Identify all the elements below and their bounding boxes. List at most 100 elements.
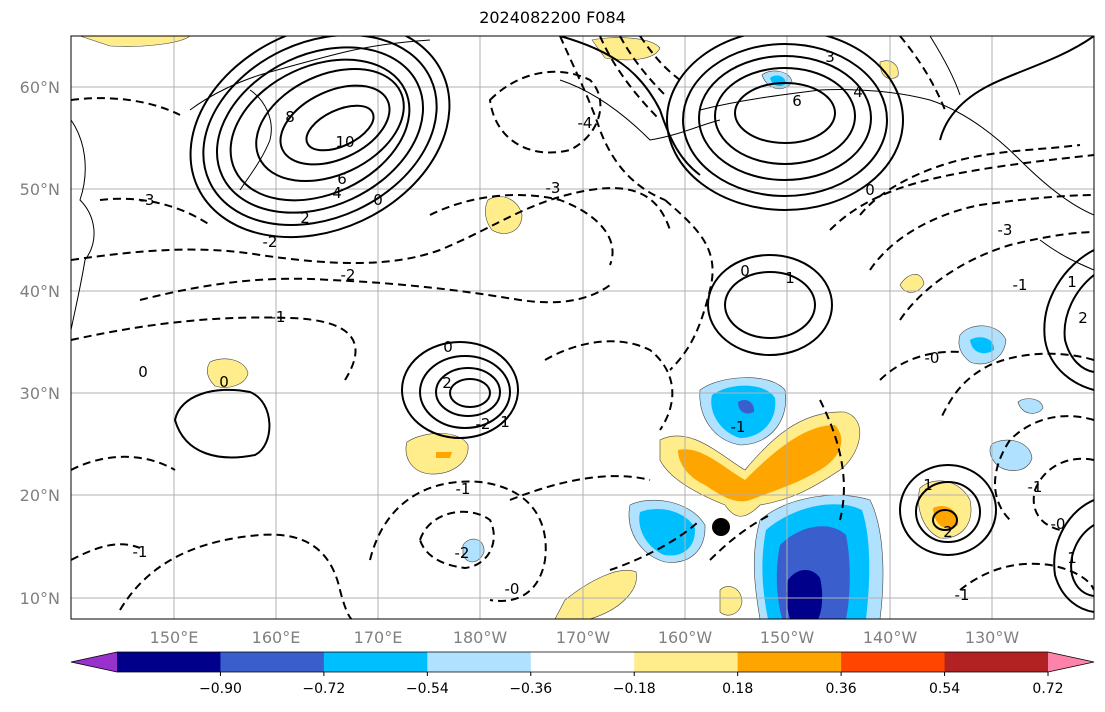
colorbar-tick-label: −0.18	[613, 681, 656, 697]
colorbar-tick-label: −0.36	[509, 681, 552, 697]
colorbar-tick-label: −0.90	[199, 681, 242, 697]
colorbar-extend-high	[1048, 652, 1094, 672]
contour-label: -1	[456, 480, 471, 498]
contour-label: -4	[578, 114, 593, 132]
contour-label: -2	[476, 415, 491, 433]
positive-contours	[173, 36, 1094, 613]
contour-label: 0	[740, 262, 750, 280]
colorbar-segment	[117, 652, 221, 672]
colorbar-segment	[530, 652, 635, 672]
colorbar-segment	[220, 652, 325, 672]
contour-label: 4	[332, 184, 342, 202]
positive-area	[879, 60, 899, 79]
map-frame	[70, 35, 1095, 620]
lon-label: 170°W	[556, 628, 611, 647]
colorbar-extend-low	[71, 652, 117, 672]
colorbar-outline	[70, 651, 1095, 673]
colorbar-segment	[841, 652, 946, 672]
positive-area	[899, 274, 925, 293]
storm-position-dot	[712, 518, 730, 536]
negative-area	[639, 508, 696, 556]
contour-label: -3	[546, 179, 561, 197]
lat-label: 40°N	[20, 282, 60, 301]
contour-label: -0	[1051, 515, 1066, 533]
colorbar-tick-label: −0.72	[302, 681, 345, 697]
contour-label: -1	[1028, 478, 1043, 496]
positive-area	[485, 196, 523, 234]
positive-area	[79, 36, 191, 47]
negative-area	[1017, 398, 1044, 414]
contour-label: 4	[853, 83, 863, 101]
positive-area	[678, 425, 842, 502]
colorbar-segment	[737, 652, 842, 672]
contour-label: -1	[731, 418, 746, 436]
lat-label: 60°N	[20, 78, 60, 97]
positive-area	[719, 586, 743, 616]
lon-label: 140°W	[863, 628, 918, 647]
shaded-fields	[79, 36, 1044, 619]
lon-label: 130°W	[965, 628, 1020, 647]
plot-title: 2024082200 F084	[479, 8, 626, 27]
positive-area	[554, 570, 637, 619]
lon-label: 160°W	[658, 628, 713, 647]
negative-contours	[71, 36, 1094, 619]
colorbar: −0.90 −0.72 −0.54 −0.36 −0.18 0.18 0.36 0.54 0.7…	[70, 651, 1095, 697]
lon-label: 170°E	[354, 628, 403, 647]
positive-area	[436, 452, 452, 458]
coastlines	[71, 36, 1094, 331]
lon-label: 150°E	[150, 628, 199, 647]
colorbar-tick-label: 0.36	[826, 681, 857, 697]
longitude-labels: 150°E 160°E 170°E 180°W 170°W 160°W 150°…	[150, 628, 1020, 647]
positive-area	[206, 358, 249, 388]
negative-area	[738, 400, 755, 414]
lat-label: 20°N	[20, 486, 60, 505]
contour-label: 0	[373, 191, 383, 209]
contour-label: 0	[219, 373, 229, 391]
colorbar-segment	[944, 652, 1049, 672]
contour-label: 1	[1067, 273, 1077, 291]
contour-label: 0	[865, 181, 875, 199]
negative-area	[462, 538, 485, 563]
contour-label: 8	[285, 108, 295, 126]
contour-label: 10	[335, 133, 354, 151]
contour-label-group: 8 10 6 4 2 0 -1 -2 -3 -3 -2 -1 -4 -2 3 4…	[133, 48, 1088, 604]
contour-label: -2	[455, 544, 470, 562]
colorbar-tick-label: −0.54	[406, 681, 449, 697]
contour-label: -1	[271, 308, 286, 326]
contour-label: 3	[825, 48, 835, 66]
lon-label: 150°W	[760, 628, 815, 647]
lon-label: 180°W	[453, 628, 508, 647]
contour-label: 6	[792, 92, 802, 110]
latitude-labels: 60°N 50°N 40°N 30°N 20°N 10°N	[20, 78, 60, 608]
contour-label: -1	[133, 543, 148, 561]
contour-label: 1	[785, 269, 795, 287]
contour-label: 2	[442, 374, 452, 392]
contour-label: 2	[943, 523, 953, 541]
contour-label: 0	[443, 338, 453, 356]
lat-label: 10°N	[20, 589, 60, 608]
contour-label: -1	[1013, 276, 1028, 294]
contour-label: -1	[955, 586, 970, 604]
contour-label: 1	[1067, 549, 1077, 567]
contour-label: -3	[998, 221, 1013, 239]
gridlines	[71, 36, 1094, 619]
contour-label: -2	[263, 233, 278, 251]
contour-label: 2	[300, 209, 310, 227]
lat-label: 50°N	[20, 180, 60, 199]
negative-area	[786, 569, 823, 619]
contour-label: -3	[140, 191, 155, 209]
contour-label: 1	[923, 476, 933, 494]
colorbar-tick-label: 0.72	[1032, 681, 1063, 697]
lon-label: 160°E	[252, 628, 301, 647]
contour-label: 1	[500, 413, 510, 431]
colorbar-segment	[323, 652, 428, 672]
contour-label: 0	[138, 363, 148, 381]
contour-label: 2	[1078, 309, 1088, 327]
colorbar-segment	[427, 652, 532, 672]
contour-label: -2	[341, 266, 356, 284]
negative-area	[989, 439, 1033, 471]
contour-label: -0	[925, 349, 940, 367]
contour-label: 6	[337, 170, 347, 188]
colorbar-segment	[634, 652, 739, 672]
